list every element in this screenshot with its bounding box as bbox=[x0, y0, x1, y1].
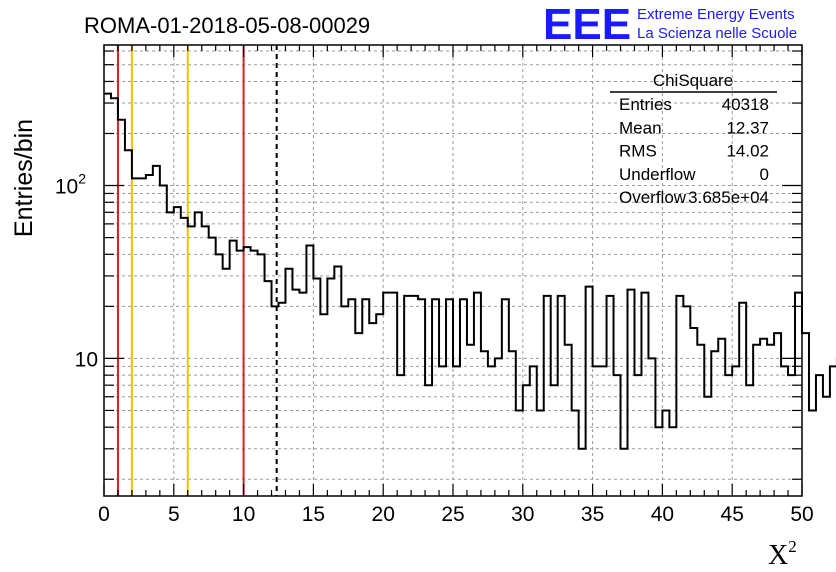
x-axis-label: X2 bbox=[768, 537, 797, 571]
stats-value: 3.685e+04 bbox=[688, 188, 769, 207]
stats-label: Underflow bbox=[619, 165, 696, 184]
x-tick-label: 25 bbox=[441, 503, 464, 526]
x-tick-label: 50 bbox=[790, 503, 813, 526]
y-tick-label: 102 bbox=[55, 171, 86, 199]
x-tick-label: 40 bbox=[651, 503, 674, 526]
logo-line-2: La Scienza nelle Scuole bbox=[637, 25, 797, 42]
histogram-series bbox=[104, 92, 836, 450]
stats-label: Mean bbox=[619, 118, 662, 137]
stats-value: 12.37 bbox=[726, 118, 769, 137]
chart-title: ROMA-01-2018-05-08-00029 bbox=[84, 13, 370, 38]
x-tick-label: 35 bbox=[581, 503, 604, 526]
logo-line-1: Extreme Energy Events bbox=[637, 6, 795, 23]
x-tick-label: 45 bbox=[721, 503, 744, 526]
stats-box: ChiSquare Entries 40318 Mean 12.37 RMS 14.02 U… bbox=[610, 71, 777, 207]
stats-label: RMS bbox=[619, 142, 657, 161]
reference-lines bbox=[116, 45, 278, 496]
x-tick-label: 10 bbox=[232, 503, 255, 526]
y-tick-label: 10 bbox=[75, 348, 98, 371]
x-tick-label: 5 bbox=[168, 503, 180, 526]
stats-label: Overflow bbox=[619, 188, 687, 207]
y-axis-label: Entries/bin bbox=[10, 119, 38, 237]
x-tick-label: 20 bbox=[372, 503, 395, 526]
eee-logo: EEE bbox=[543, 0, 631, 49]
grid-lines bbox=[104, 45, 802, 496]
y-tick-labels: 10 102 bbox=[55, 171, 98, 372]
x-tick-label: 15 bbox=[302, 503, 325, 526]
stats-title: ChiSquare bbox=[653, 71, 733, 90]
plot-frame bbox=[103, 44, 803, 497]
stats-value: 0 bbox=[760, 165, 769, 184]
x-tick-labels: 0 5 10 15 20 25 30 35 40 45 50 bbox=[98, 503, 814, 526]
x-tick-label: 0 bbox=[98, 503, 110, 526]
x-tick-label: 30 bbox=[511, 503, 534, 526]
stats-value: 40318 bbox=[722, 95, 769, 114]
stats-label: Entries bbox=[619, 95, 672, 114]
stats-value: 14.02 bbox=[726, 142, 769, 161]
